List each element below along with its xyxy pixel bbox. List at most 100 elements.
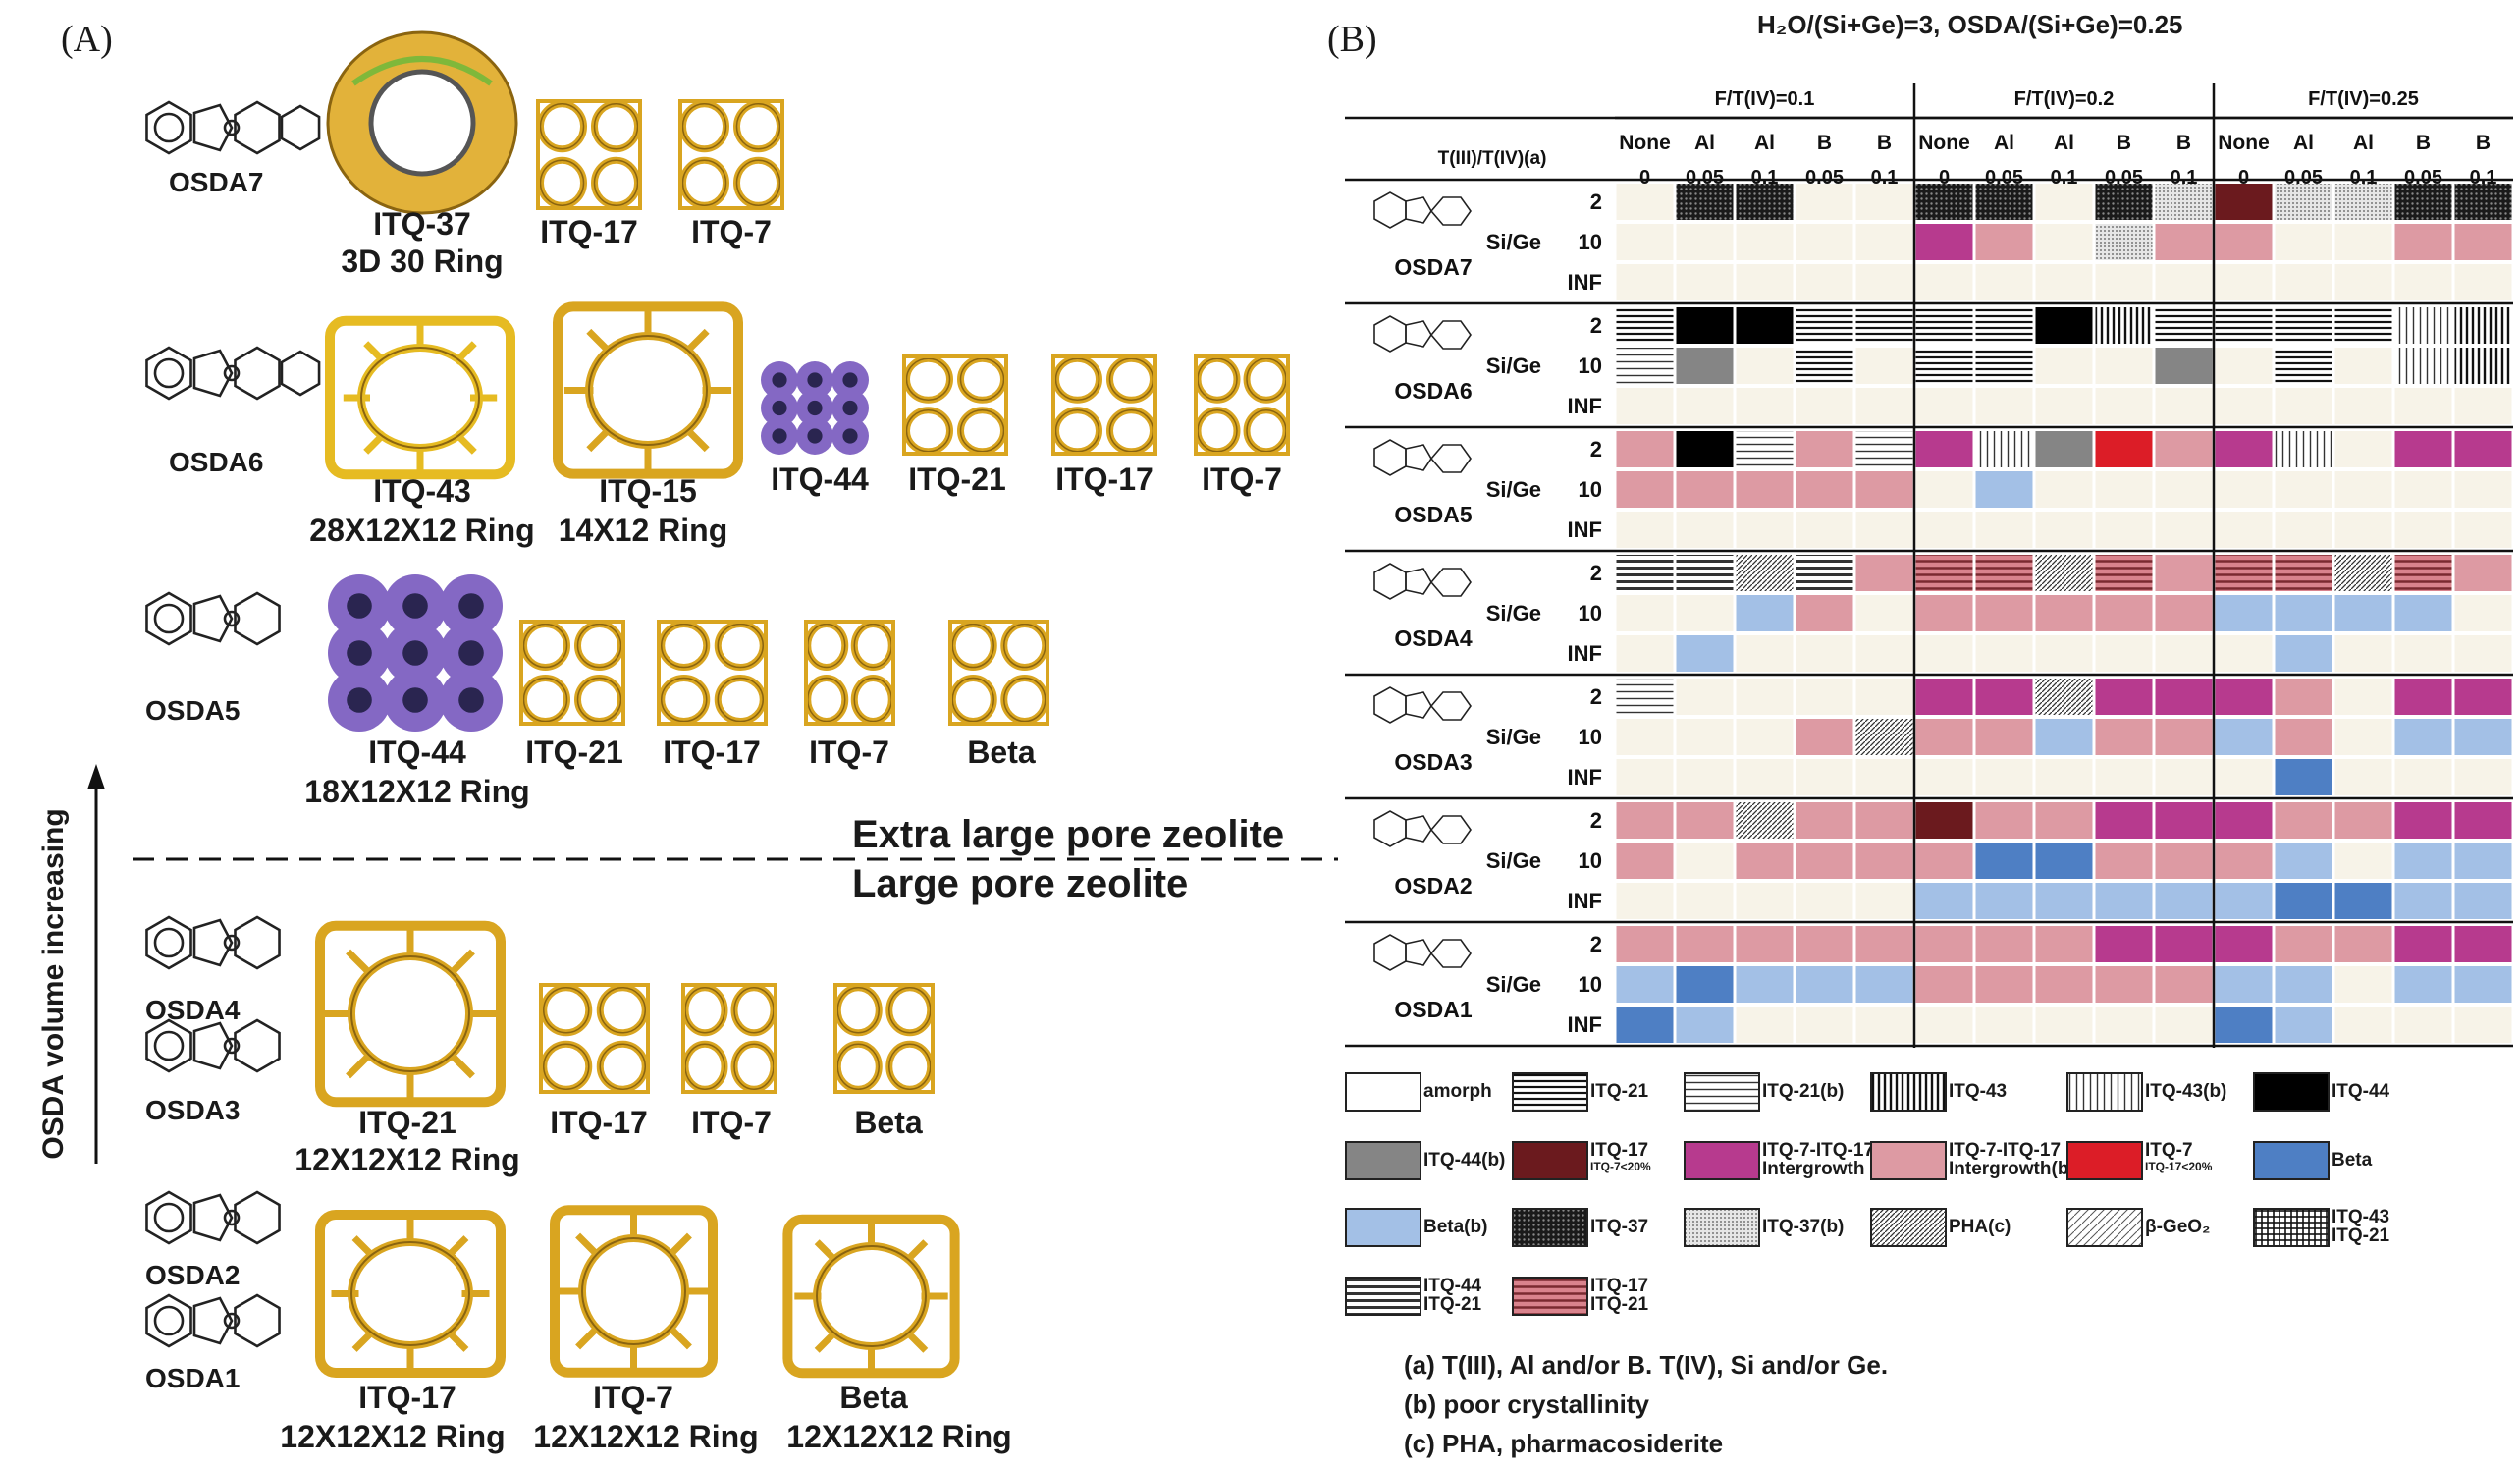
grid-cell xyxy=(1736,555,1794,591)
grid-cell xyxy=(2215,679,2273,715)
grid-cell xyxy=(1616,512,1674,548)
grid-cell xyxy=(1616,679,1674,715)
grid-cell xyxy=(1616,184,1674,220)
grid-cell xyxy=(1855,431,1913,467)
osda-row-label: OSDA4 xyxy=(1394,626,1472,651)
grid-cell xyxy=(2454,307,2512,344)
legend-label: ITQ-7-ITQ-17 Intergrowth(b) xyxy=(1949,1140,2075,1179)
grid-cell xyxy=(2394,635,2452,672)
grid-cell xyxy=(2454,679,2512,715)
legend-swatch xyxy=(1684,1141,1760,1180)
grid-cell xyxy=(2095,843,2153,879)
grid-cell xyxy=(1736,431,1794,467)
grid-cell xyxy=(2454,966,2512,1003)
grid-cell xyxy=(2155,595,2213,631)
grid-cell xyxy=(1855,843,1913,879)
legend-swatch xyxy=(1512,1208,1588,1247)
framework-itq-17-image xyxy=(312,1208,509,1380)
grid-cell xyxy=(2334,512,2392,548)
framework-itq-17-image xyxy=(538,982,651,1095)
legend-swatch xyxy=(1345,1208,1421,1247)
osda-structure-icon xyxy=(1373,439,1472,476)
framework-beta-image xyxy=(780,1213,962,1380)
grid-cell xyxy=(1855,224,1913,260)
grid-cell xyxy=(1616,883,1674,919)
grid-cell xyxy=(1796,388,1853,424)
grid-cell xyxy=(2095,555,2153,591)
si-ge-value: 2 xyxy=(1590,437,1602,462)
grid-cell xyxy=(1975,431,2033,467)
grid-cell xyxy=(2334,926,2392,962)
grid-cell xyxy=(2095,307,2153,344)
grid-cell xyxy=(2394,719,2452,755)
grid-cell xyxy=(1796,1007,1853,1043)
grid-cell xyxy=(2275,883,2332,919)
grid-cell xyxy=(2095,679,2153,715)
grid-cell xyxy=(2215,307,2273,344)
si-ge-value: 10 xyxy=(1579,601,1602,626)
grid-cell xyxy=(1616,635,1674,672)
grid-cell xyxy=(2454,512,2512,548)
grid-cell xyxy=(1855,635,1913,672)
grid-cell xyxy=(2454,348,2512,384)
osda-structure-icon xyxy=(1373,191,1472,229)
grid-cell xyxy=(2215,224,2273,260)
grid-cell xyxy=(2275,802,2332,839)
framework-label: ITQ-44 xyxy=(368,734,466,770)
grid-cell xyxy=(1736,679,1794,715)
volume-axis xyxy=(87,764,105,1164)
osda-row-label: OSDA5 xyxy=(1394,502,1472,527)
grid-cell xyxy=(2334,883,2392,919)
grid-cell xyxy=(1676,883,1734,919)
grid-cell xyxy=(2035,307,2093,344)
grid-cell xyxy=(2035,679,2093,715)
grid-cell xyxy=(1736,224,1794,260)
grid-cell xyxy=(1975,471,2033,508)
grid-cell xyxy=(1855,307,1913,344)
legend-label: ITQ-21(b) xyxy=(1762,1081,1845,1102)
osda-structure-icon xyxy=(1373,686,1472,724)
framework-label: Beta xyxy=(967,734,1036,770)
grid-cell xyxy=(2095,431,2153,467)
grid-cell xyxy=(2334,431,2392,467)
grid-cell xyxy=(1855,679,1913,715)
grid-cell xyxy=(1975,883,2033,919)
grid-cell xyxy=(1736,471,1794,508)
grid-cell xyxy=(2035,471,2093,508)
legend-swatch xyxy=(2066,1141,2143,1180)
grid-cell xyxy=(1736,264,1794,300)
osda-structure-icon xyxy=(1373,563,1472,600)
grid-cell xyxy=(2095,759,2153,795)
si-ge-value: 2 xyxy=(1590,561,1602,585)
grid-cell xyxy=(2275,264,2332,300)
grid-cell xyxy=(1676,307,1734,344)
grid-cell xyxy=(2334,843,2392,879)
framework-ring-label: 14X12 Ring xyxy=(558,513,728,548)
framework-itq-17-image xyxy=(656,619,769,727)
column-type: B xyxy=(2176,132,2191,154)
framework-itq-7-image xyxy=(677,98,785,211)
legend-swatch xyxy=(2253,1208,2330,1247)
grid-cell xyxy=(2454,719,2512,755)
si-ge-value: INF xyxy=(1568,517,1602,542)
grid-cell xyxy=(1796,471,1853,508)
grid-cell xyxy=(1855,471,1913,508)
grid-cell xyxy=(2334,1007,2392,1043)
column-type: Al xyxy=(2054,132,2074,154)
framework-label: ITQ-17 xyxy=(1055,462,1153,497)
osda-structure-icon xyxy=(145,591,281,646)
column-ratio: 0.05 xyxy=(1985,167,2023,189)
grid-cell xyxy=(1915,883,1973,919)
grid-cell xyxy=(1676,802,1734,839)
column-type: B xyxy=(2416,132,2431,154)
column-ratio: 0.05 xyxy=(2105,167,2143,189)
osda-structure-icon xyxy=(1373,934,1472,971)
grid-cell xyxy=(1676,759,1734,795)
grid-cell xyxy=(1616,926,1674,962)
grid-cell xyxy=(2275,719,2332,755)
grid-cell xyxy=(2215,635,2273,672)
column-ratio: 0.05 xyxy=(2404,167,2442,189)
framework-ring-label: 12X12X12 Ring xyxy=(533,1419,759,1454)
grid-cell xyxy=(1796,759,1853,795)
legend-swatch xyxy=(1684,1208,1760,1247)
